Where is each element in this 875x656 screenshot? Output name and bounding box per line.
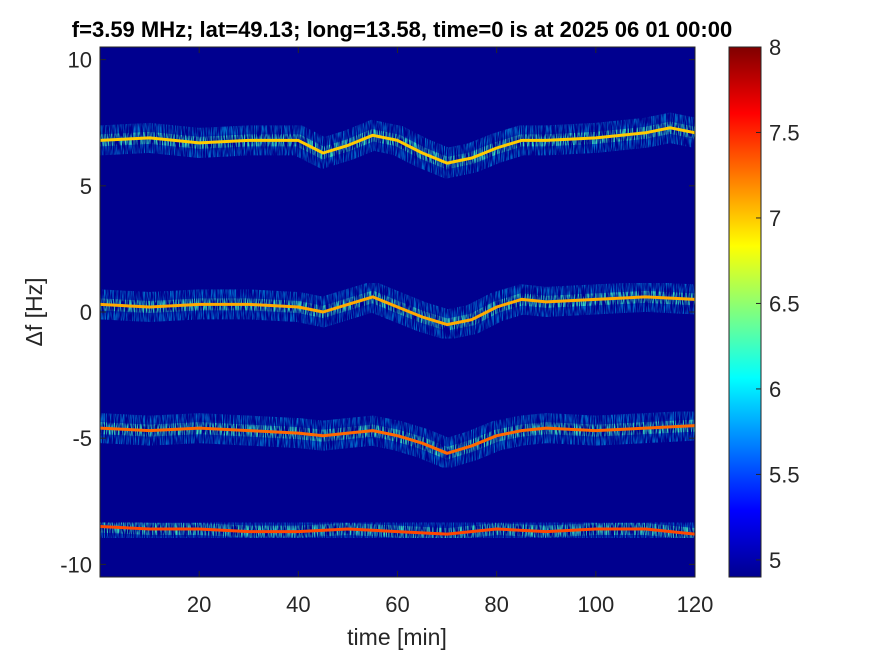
- trace-band: [100, 112, 695, 179]
- trace-line: [100, 424, 695, 455]
- colorbar-ticks: 5 5.5 6 6.5 7 7.5 8: [756, 35, 800, 573]
- trace-line: [100, 295, 695, 327]
- y-axis-label: Δf [Hz]: [21, 277, 47, 346]
- colorbar-tick-label: 8: [769, 35, 781, 60]
- colorbar-tick-label: 7.5: [769, 120, 800, 145]
- trace-line: [100, 126, 695, 165]
- trace-band: [100, 410, 695, 470]
- colorbar-tick-label: 7: [769, 206, 781, 231]
- x-axis-label: time [min]: [347, 624, 447, 650]
- x-axis: 20 40 60 80 100 120: [187, 47, 713, 617]
- y-tick-label: 5: [80, 174, 92, 199]
- x-tick-label: 120: [677, 592, 714, 617]
- x-tick-label: 20: [187, 592, 211, 617]
- colorbar: [728, 46, 762, 578]
- trace-layer: [100, 112, 695, 550]
- y-tick-label: 0: [80, 300, 92, 325]
- y-axis: 10 5 0 -5 -10: [60, 48, 695, 577]
- colorbar-tick-label: 5.5: [769, 462, 800, 487]
- y-tick-label: -10: [60, 552, 92, 577]
- colorbar-tick-label: 6: [769, 377, 781, 402]
- trace-band: [100, 511, 695, 550]
- trace-band: [100, 281, 695, 341]
- y-tick-label: -5: [72, 426, 92, 451]
- trace-line: [100, 525, 695, 536]
- x-tick-label: 80: [484, 592, 508, 617]
- colorbar-tick-label: 5: [769, 548, 781, 573]
- x-tick-label: 100: [577, 592, 614, 617]
- x-tick-label: 60: [385, 592, 409, 617]
- y-tick-label: 10: [68, 48, 92, 73]
- x-tick-label: 40: [286, 592, 310, 617]
- colorbar-tick-label: 6.5: [769, 291, 800, 316]
- chart-title: f=3.59 MHz; lat=49.13; long=13.58, time=…: [72, 17, 732, 42]
